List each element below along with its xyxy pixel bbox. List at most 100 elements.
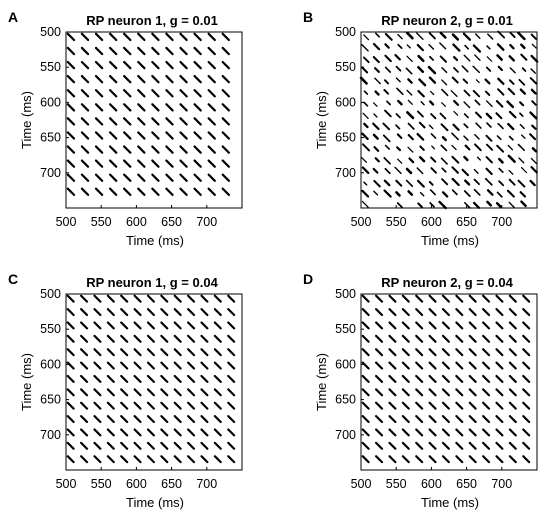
recurrence-mark <box>395 77 401 83</box>
recurrence-mark <box>464 44 470 50</box>
recurrence-mark <box>428 361 437 370</box>
recurrence-mark <box>384 43 390 49</box>
recurrence-mark <box>384 144 391 150</box>
recurrence-mark <box>160 308 169 317</box>
recurrence-mark <box>375 334 384 343</box>
y-tick-label: 550 <box>335 60 356 74</box>
recurrence-mark <box>455 415 464 424</box>
x-tick-label: 600 <box>421 477 442 491</box>
recurrence-mark <box>123 145 132 154</box>
recurrence-mark <box>151 173 160 182</box>
recurrence-mark <box>108 187 118 197</box>
recurrence-mark <box>397 99 403 106</box>
recurrence-plot <box>66 294 236 464</box>
recurrence-mark <box>173 441 182 450</box>
panel-b-svg: B RP neuron 2, g = 0.01 500550600650700 … <box>303 9 539 248</box>
recurrence-mark <box>146 415 155 424</box>
recurrence-mark <box>452 43 461 52</box>
recurrence-mark <box>151 131 160 140</box>
recurrence-mark <box>522 441 531 450</box>
recurrence-mark <box>207 32 216 42</box>
recurrence-mark <box>66 455 75 464</box>
recurrence-mark <box>482 441 491 450</box>
y-tick-label: 700 <box>335 428 356 442</box>
recurrence-mark <box>221 159 231 168</box>
recurrence-mark <box>482 308 491 317</box>
recurrence-mark <box>415 321 424 330</box>
recurrence-mark <box>441 88 449 97</box>
recurrence-mark <box>506 100 515 109</box>
x-axis-label: Time (ms) <box>421 233 479 248</box>
recurrence-mark <box>160 334 169 343</box>
panel-label: C <box>8 271 18 287</box>
recurrence-mark <box>507 154 516 163</box>
recurrence-mark <box>361 321 370 330</box>
recurrence-mark <box>66 441 75 450</box>
recurrence-mark <box>401 388 410 397</box>
x-tick-label: 550 <box>91 215 112 229</box>
recurrence-mark <box>106 428 115 437</box>
recurrence-mark <box>133 401 142 410</box>
recurrence-mark <box>187 455 196 464</box>
recurrence-mark <box>397 158 403 164</box>
recurrence-mark <box>94 117 104 126</box>
recurrence-mark <box>372 167 379 174</box>
recurrence-mark <box>441 401 450 410</box>
recurrence-mark <box>207 145 216 154</box>
recurrence-mark <box>200 401 209 410</box>
recurrence-mark <box>451 76 459 84</box>
recurrence-mark <box>66 187 76 197</box>
recurrence-mark <box>123 32 132 42</box>
recurrence-mark <box>66 145 76 154</box>
recurrence-mark <box>384 66 392 73</box>
recurrence-mark <box>221 103 231 112</box>
x-tick-label: 600 <box>126 215 147 229</box>
x-tick-label: 500 <box>56 477 77 491</box>
recurrence-mark <box>395 124 401 130</box>
recurrence-mark <box>93 348 102 357</box>
recurrence-mark <box>133 361 142 370</box>
recurrence-mark <box>193 117 202 126</box>
recurrence-mark <box>495 348 504 357</box>
x-tick-label: 600 <box>126 477 147 491</box>
recurrence-mark <box>495 361 504 370</box>
recurrence-mark <box>519 88 527 95</box>
recurrence-mark <box>80 145 90 154</box>
recurrence-mark <box>498 180 505 187</box>
y-tick-label: 600 <box>335 95 356 109</box>
recurrence-mark <box>137 187 146 197</box>
recurrence-mark <box>187 334 196 343</box>
recurrence-mark <box>508 201 515 208</box>
recurrence-mark <box>106 294 115 303</box>
recurrence-mark <box>372 133 379 140</box>
recurrence-mark <box>173 388 182 397</box>
recurrence-mark <box>363 181 368 186</box>
recurrence-mark <box>80 455 89 464</box>
recurrence-mark <box>507 87 516 96</box>
x-tick-label: 550 <box>91 477 112 491</box>
recurrence-mark <box>497 122 504 130</box>
recurrence-mark <box>120 455 129 464</box>
recurrence-mark <box>80 187 90 197</box>
recurrence-mark <box>520 53 528 61</box>
recurrence-mark <box>530 166 538 174</box>
recurrence-mark <box>106 388 115 397</box>
recurrence-mark <box>66 294 75 303</box>
x-axis-label: Time (ms) <box>421 495 479 510</box>
recurrence-mark <box>80 46 90 56</box>
recurrence-mark <box>522 374 531 383</box>
recurrence-mark <box>468 308 477 317</box>
recurrence-mark <box>160 388 169 397</box>
recurrence-mark <box>361 361 370 370</box>
recurrence-mark <box>361 348 370 357</box>
recurrence-mark <box>375 428 384 437</box>
x-axis-label: Time (ms) <box>126 233 184 248</box>
recurrence-mark <box>227 374 236 383</box>
recurrence-mark <box>187 361 196 370</box>
recurrence-mark <box>496 54 503 61</box>
recurrence-mark <box>193 74 202 84</box>
recurrence-mark <box>406 111 415 120</box>
recurrence-mark <box>165 46 174 56</box>
recurrence-mark <box>137 131 146 140</box>
recurrence-mark <box>415 348 424 357</box>
